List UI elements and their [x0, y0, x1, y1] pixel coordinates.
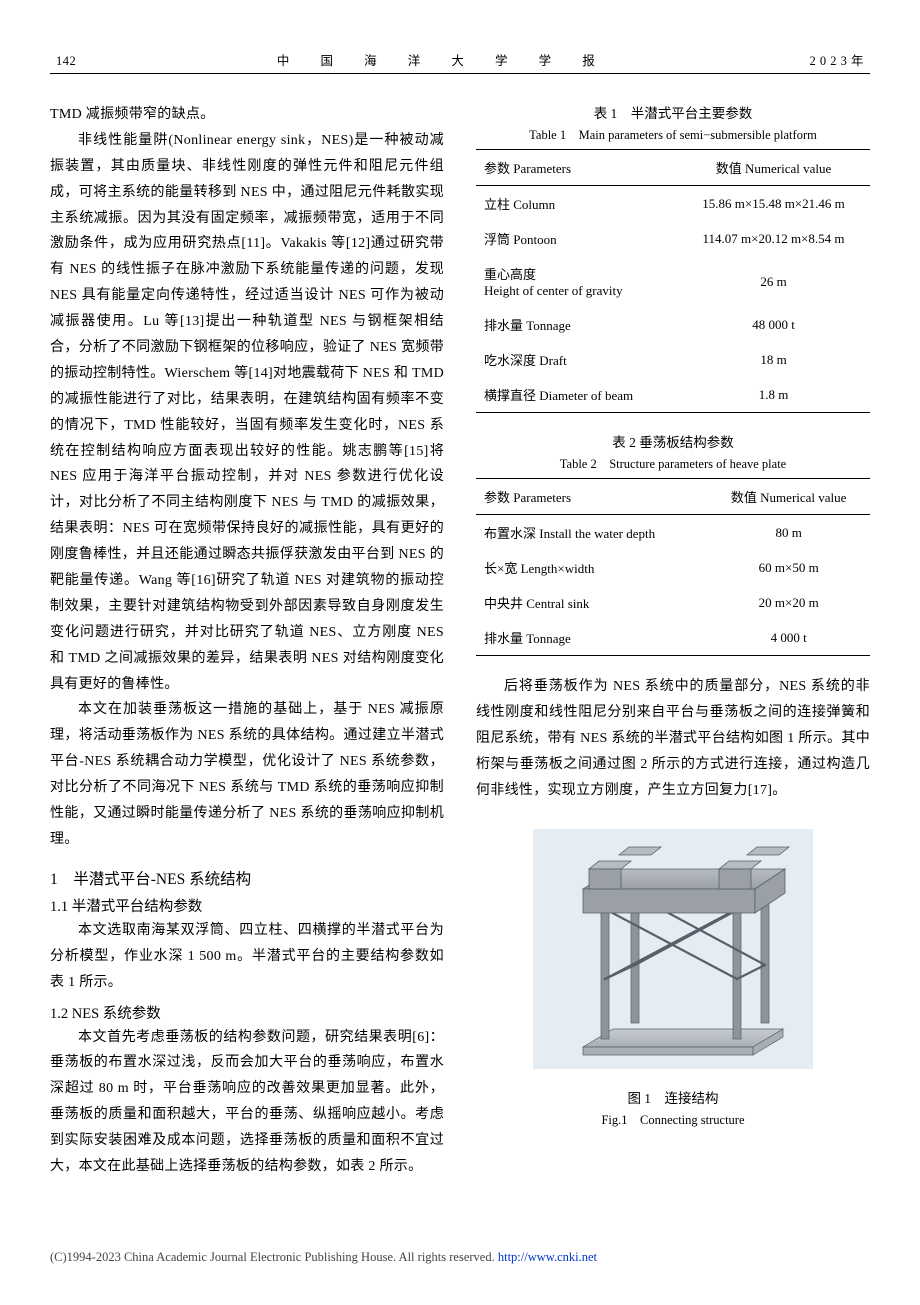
section-1-1-title: 1.1 半潜式平台结构参数 [50, 895, 444, 916]
cell-param: 立柱 Column [476, 186, 677, 222]
para-this-work: 本文在加装垂荡板这一措施的基础上，基于 NES 减振原理，将活动垂荡板作为 NE… [50, 697, 444, 852]
cell-val: 26 m [677, 256, 870, 307]
table-row: 排水量 Tonnage4 000 t [476, 620, 870, 656]
cell-val: 60 m×50 m [707, 550, 870, 585]
table2-caption-cn: 表 2 垂荡板结构参数 [476, 431, 870, 451]
cell-param: 横撑直径 Diameter of beam [476, 377, 677, 413]
figure-1: 图 1 连接结构 Fig.1 Connecting structure [476, 819, 870, 1128]
cell-param: 重心高度 Height of center of gravity [476, 256, 677, 307]
cell-param: 长×宽 Length×width [476, 550, 707, 585]
table-row: 横撑直径 Diameter of beam1.8 m [476, 377, 870, 413]
cell-val: 114.07 m×20.12 m×8.54 m [677, 221, 870, 256]
table2-head-row: 参数 Parameters 数值 Numerical value [476, 479, 870, 515]
cell-val: 4 000 t [707, 620, 870, 656]
table1-head-row: 参数 Parameters 数值 Numerical value [476, 150, 870, 186]
table-row: 重心高度 Height of center of gravity26 m [476, 256, 870, 307]
para-platform-params: 本文选取南海某双浮筒、四立柱、四横撑的半潜式平台为分析模型，作业水深 1 500… [50, 918, 444, 996]
para-fig1-intro: 后将垂荡板作为 NES 系统中的质量部分，NES 系统的非线性刚度和线性阻尼分别… [476, 674, 870, 803]
footer-link[interactable]: http://www.cnki.net [498, 1250, 597, 1264]
right-column: 表 1 半潜式平台主要参数 Table 1 Main parameters of… [476, 102, 870, 1180]
cell-param: 中央井 Central sink [476, 585, 707, 620]
journal-title: 中 国 海 洋 大 学 学 报 [277, 50, 609, 69]
table-row: 中央井 Central sink20 m×20 m [476, 585, 870, 620]
two-column-body: TMD 减振频带窄的缺点。 非线性能量阱(Nonlinear energy si… [50, 102, 870, 1180]
table1-caption-cn: 表 1 半潜式平台主要参数 [476, 102, 870, 122]
para-nes-review: 非线性能量阱(Nonlinear energy sink，NES)是一种被动减振… [50, 128, 444, 698]
table-row: 吃水深度 Draft18 m [476, 342, 870, 377]
page-header: 142 中 国 海 洋 大 学 学 报 2 0 2 3 年 [50, 50, 870, 74]
table-row: 排水量 Tonnage48 000 t [476, 307, 870, 342]
cell-val: 18 m [677, 342, 870, 377]
cell-param: 排水量 Tonnage [476, 307, 677, 342]
figure1-caption-en: Fig.1 Connecting structure [476, 1109, 870, 1128]
table2-head-val: 数值 Numerical value [707, 479, 870, 515]
cell-param: 吃水深度 Draft [476, 342, 677, 377]
section-1-2-title: 1.2 NES 系统参数 [50, 1002, 444, 1023]
year-label: 2 0 2 3 年 [809, 50, 864, 69]
connecting-structure-diagram [523, 819, 823, 1079]
table1-head-val: 数值 Numerical value [677, 150, 870, 186]
table-row: 布置水深 Install the water depth80 m [476, 515, 870, 551]
table-row: 立柱 Column15.86 m×15.48 m×21.46 m [476, 186, 870, 222]
table2-head-param: 参数 Parameters [476, 479, 707, 515]
cell-param: 浮筒 Pontoon [476, 221, 677, 256]
table2-caption-en: Table 2 Structure parameters of heave pl… [476, 453, 870, 472]
page-number: 142 [56, 54, 76, 69]
table2: 参数 Parameters 数值 Numerical value 布置水深 In… [476, 478, 870, 656]
left-column: TMD 减振频带窄的缺点。 非线性能量阱(Nonlinear energy si… [50, 102, 444, 1180]
figure1-caption-cn: 图 1 连接结构 [476, 1087, 870, 1107]
cell-val: 80 m [707, 515, 870, 551]
section-1-title: 1 半潜式平台-NES 系统结构 [50, 867, 444, 889]
cell-val: 20 m×20 m [707, 585, 870, 620]
para-nes-params: 本文首先考虑垂荡板的结构参数问题，研究结果表明[6]：垂荡板的布置水深过浅，反而… [50, 1025, 444, 1180]
cell-param: 排水量 Tonnage [476, 620, 707, 656]
table1-caption-en: Table 1 Main parameters of semi−submersi… [476, 124, 870, 143]
cell-val: 15.86 m×15.48 m×21.46 m [677, 186, 870, 222]
table-row: 长×宽 Length×width60 m×50 m [476, 550, 870, 585]
cell-val: 48 000 t [677, 307, 870, 342]
page-footer: (C)1994-2023 China Academic Journal Elec… [50, 1250, 870, 1265]
table1-head-param: 参数 Parameters [476, 150, 677, 186]
table-row: 浮筒 Pontoon114.07 m×20.12 m×8.54 m [476, 221, 870, 256]
footer-text: (C)1994-2023 China Academic Journal Elec… [50, 1250, 498, 1264]
cell-param: 布置水深 Install the water depth [476, 515, 707, 551]
cell-val: 1.8 m [677, 377, 870, 413]
para-tmd-drawback: TMD 减振频带窄的缺点。 [50, 102, 444, 128]
table1: 参数 Parameters 数值 Numerical value 立柱 Colu… [476, 149, 870, 413]
